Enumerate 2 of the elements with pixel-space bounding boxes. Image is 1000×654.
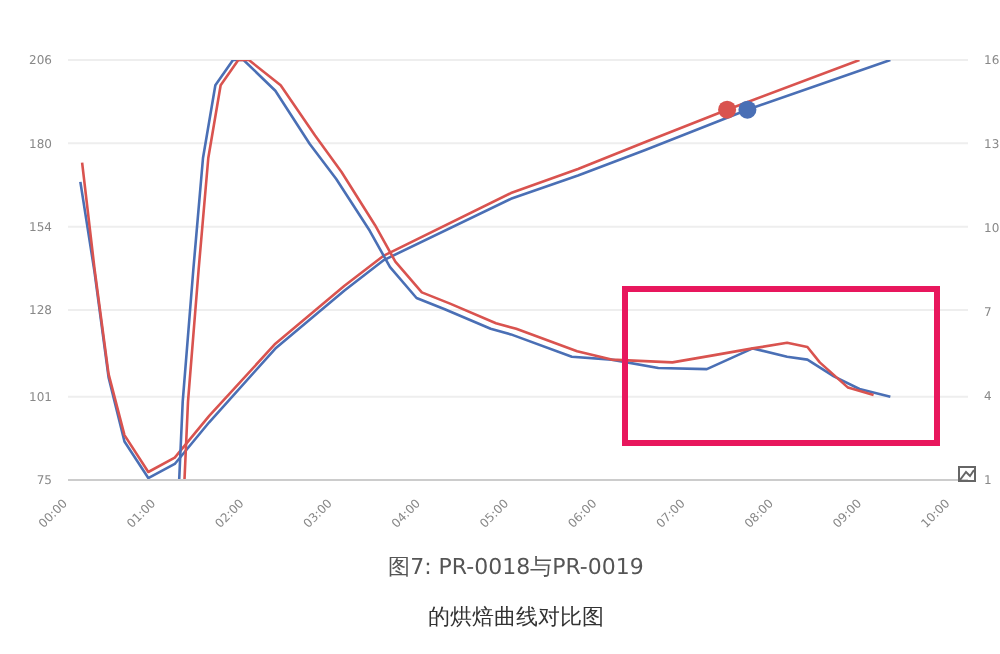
text: 的烘焙曲线对比图 xyxy=(426,602,606,632)
text: 图7: PR-0018与PR-0019 xyxy=(386,552,646,582)
